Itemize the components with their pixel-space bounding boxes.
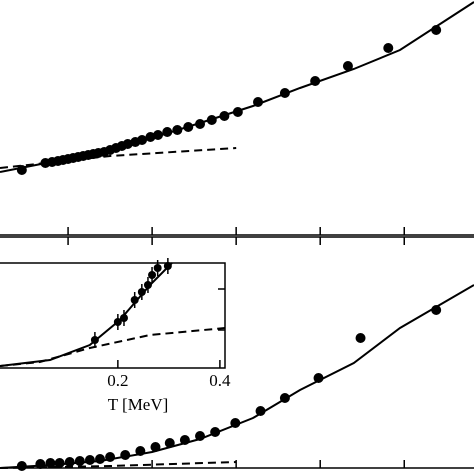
dashed-line bbox=[0, 327, 226, 367]
data-point bbox=[153, 264, 162, 272]
dashed-line bbox=[0, 461, 237, 469]
data-point bbox=[74, 456, 85, 466]
inset-frame bbox=[0, 262, 226, 369]
data-point bbox=[342, 61, 353, 71]
data-point bbox=[120, 450, 131, 460]
data-point bbox=[137, 288, 146, 296]
data-point bbox=[64, 457, 75, 467]
data-point bbox=[255, 406, 266, 416]
data-point bbox=[143, 281, 152, 289]
dashed-line bbox=[0, 147, 237, 169]
data-point bbox=[355, 333, 366, 343]
fit-line bbox=[0, 1, 474, 173]
data-point bbox=[383, 43, 394, 53]
x-tick-label: 0.4 bbox=[209, 371, 231, 390]
data-point bbox=[95, 454, 106, 464]
data-point bbox=[119, 314, 128, 322]
x-tick-label: 0.2 bbox=[107, 371, 128, 390]
fit-line bbox=[0, 284, 474, 469]
inset-x-label: T [MeV] bbox=[108, 395, 169, 414]
data-point bbox=[84, 455, 95, 465]
data-point bbox=[148, 271, 157, 279]
